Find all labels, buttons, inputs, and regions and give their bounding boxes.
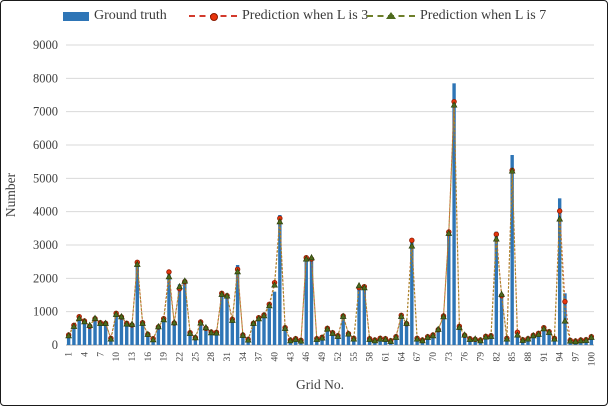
svg-text:73: 73 (445, 352, 455, 362)
svg-text:91: 91 (540, 352, 550, 362)
svg-text:97: 97 (572, 352, 582, 362)
svg-text:7: 7 (96, 352, 106, 357)
svg-text:4000: 4000 (33, 205, 58, 219)
svg-text:5000: 5000 (33, 171, 58, 185)
svg-text:25: 25 (191, 352, 201, 362)
svg-text:0: 0 (52, 338, 58, 352)
svg-text:88: 88 (524, 352, 534, 362)
svg-text:1: 1 (65, 352, 75, 357)
svg-text:9000: 9000 (33, 38, 58, 52)
svg-text:6000: 6000 (33, 138, 58, 152)
green-dashed-line-triangle-icon (367, 11, 415, 21)
svg-text:61: 61 (381, 352, 391, 362)
svg-text:2000: 2000 (33, 271, 58, 285)
svg-text:37: 37 (255, 352, 265, 362)
svg-text:94: 94 (556, 352, 566, 362)
legend-label: Prediction when L is 3 (242, 8, 369, 23)
svg-text:34: 34 (239, 352, 249, 362)
svg-text:Number: Number (3, 172, 18, 217)
svg-text:82: 82 (492, 352, 502, 362)
legend: Ground truth Prediction when L is 3 Pred… (1, 5, 607, 27)
svg-text:19: 19 (160, 352, 170, 362)
legend-label: Prediction when L is 7 (420, 8, 547, 23)
svg-text:4: 4 (80, 352, 90, 357)
svg-text:28: 28 (207, 352, 217, 362)
svg-text:76: 76 (461, 352, 471, 362)
svg-text:22: 22 (176, 352, 186, 362)
svg-text:43: 43 (286, 352, 296, 362)
svg-text:13: 13 (128, 352, 138, 362)
legend-item-prediction-l7[interactable]: Prediction when L is 7 (367, 5, 546, 27)
svg-text:1000: 1000 (33, 305, 58, 319)
svg-text:70: 70 (429, 352, 439, 362)
svg-text:7000: 7000 (33, 105, 58, 119)
ground-truth-swatch-icon (63, 11, 89, 21)
svg-text:100: 100 (587, 352, 597, 367)
svg-text:58: 58 (366, 352, 376, 362)
svg-text:3000: 3000 (33, 238, 58, 252)
svg-text:46: 46 (302, 352, 312, 362)
svg-text:8000: 8000 (33, 71, 58, 85)
svg-text:85: 85 (508, 352, 518, 362)
legend-label: Ground truth (94, 8, 167, 23)
svg-text:67: 67 (413, 352, 423, 362)
svg-text:52: 52 (334, 352, 344, 362)
legend-item-prediction-l3[interactable]: Prediction when L is 3 (189, 5, 368, 27)
svg-text:31: 31 (223, 352, 233, 362)
svg-text:16: 16 (144, 352, 154, 362)
svg-text:10: 10 (112, 352, 122, 362)
red-dashed-line-dot-icon (189, 11, 237, 21)
svg-text:49: 49 (318, 352, 328, 362)
svg-text:Grid No.: Grid No. (296, 377, 344, 392)
svg-text:40: 40 (271, 352, 281, 362)
legend-item-ground-truth[interactable]: Ground truth (63, 5, 167, 27)
svg-text:79: 79 (476, 352, 486, 362)
svg-text:55: 55 (350, 352, 360, 362)
svg-text:64: 64 (397, 352, 407, 362)
